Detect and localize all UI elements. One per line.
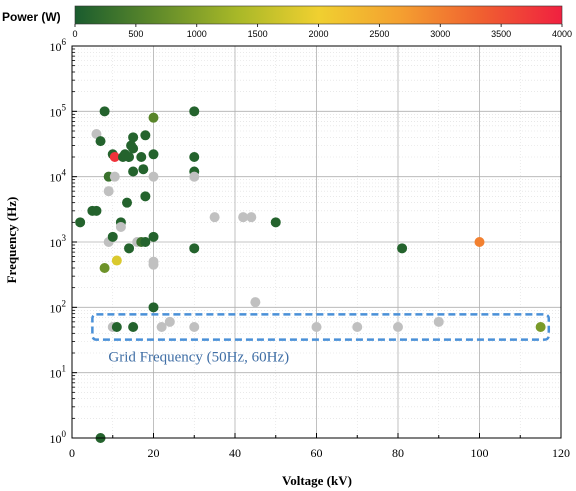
x-axis-title: Voltage (kV) xyxy=(282,473,352,488)
colorbar-title: Power (W) xyxy=(2,10,61,24)
x-tick-label: 60 xyxy=(311,446,323,460)
colorbar-tick-label: 3000 xyxy=(430,29,450,39)
data-point xyxy=(111,322,122,333)
colorbar-tick-label: 0 xyxy=(72,29,77,39)
colorbar-tick-label: 3500 xyxy=(491,29,511,39)
data-point xyxy=(128,132,139,143)
data-point xyxy=(164,316,175,327)
data-point xyxy=(393,322,403,333)
x-tick-label: 80 xyxy=(392,446,404,460)
plot-area: Grid Frequency (50Hz, 60Hz) 0 20 40 60 80 100… xyxy=(50,37,571,460)
data-point xyxy=(189,322,200,333)
x-tick-label: 100 xyxy=(471,446,489,460)
data-point xyxy=(189,151,200,162)
data-point xyxy=(140,237,151,247)
data-point xyxy=(209,212,220,223)
data-point xyxy=(95,136,106,147)
colorbar-tick-label: 1000 xyxy=(187,29,207,39)
data-point xyxy=(270,217,281,228)
y-tick-label: 102 xyxy=(50,298,67,315)
data-point xyxy=(148,149,159,160)
data-points xyxy=(75,106,546,443)
data-point xyxy=(124,151,135,162)
data-point xyxy=(75,217,86,228)
data-point xyxy=(109,171,120,182)
colorbar-tick-label: 4000 xyxy=(552,29,572,39)
y-axis-ticks: 100 101 102 103 104 105 106 xyxy=(50,37,77,446)
data-point xyxy=(138,164,149,175)
x-tick-label: 40 xyxy=(229,446,241,460)
data-point xyxy=(189,243,200,254)
data-point xyxy=(99,262,110,273)
data-point xyxy=(111,255,122,266)
data-point xyxy=(115,221,126,232)
data-point xyxy=(128,166,139,177)
colorbar-tick-label: 2000 xyxy=(308,29,328,39)
colorbar-gradient xyxy=(74,5,563,25)
colorbar-tick-label: 1500 xyxy=(248,29,268,39)
data-point xyxy=(189,171,200,182)
data-point xyxy=(238,212,249,223)
grid-frequency-label: Grid Frequency (50Hz, 60Hz) xyxy=(108,350,289,366)
data-point xyxy=(250,297,261,308)
y-tick-label: 103 xyxy=(50,233,67,250)
grid-frequency-box xyxy=(91,313,551,341)
data-point xyxy=(246,212,257,223)
colorbar: Power (W) 0 500 1000 1500 2000 2500 3000 3500 40… xyxy=(2,5,572,39)
data-point xyxy=(140,130,151,141)
data-point xyxy=(311,322,322,333)
x-tick-label: 120 xyxy=(552,446,570,460)
data-point xyxy=(535,322,546,333)
data-point xyxy=(128,322,139,333)
data-point xyxy=(397,243,408,254)
colorbar-ticks: 0 500 1000 1500 2000 2500 3000 3500 4000 xyxy=(72,24,572,39)
data-point xyxy=(148,302,159,313)
data-point xyxy=(156,322,167,333)
data-point xyxy=(148,231,159,242)
x-tick-label: 0 xyxy=(69,446,75,460)
data-point xyxy=(148,112,159,123)
data-point xyxy=(107,231,118,242)
y-tick-label: 104 xyxy=(50,168,67,185)
data-point xyxy=(136,151,147,162)
y-tick-label: 106 xyxy=(50,37,67,54)
data-point xyxy=(433,316,444,327)
colorbar-tick-label: 2500 xyxy=(369,29,389,39)
data-point xyxy=(103,186,114,197)
data-point xyxy=(128,143,139,154)
data-point xyxy=(140,191,151,202)
x-axis-ticks: 0 20 40 60 80 100 120 xyxy=(69,433,570,460)
data-point xyxy=(124,243,135,254)
y-tick-label: 101 xyxy=(50,364,67,381)
x-tick-label: 20 xyxy=(148,446,160,460)
data-point xyxy=(189,106,200,117)
data-point xyxy=(122,197,133,208)
data-point xyxy=(99,106,110,117)
y-tick-label: 105 xyxy=(50,102,67,119)
colorbar-tick-label: 500 xyxy=(128,29,143,39)
data-point xyxy=(352,322,363,333)
data-point xyxy=(148,171,159,182)
data-point xyxy=(148,259,159,270)
data-point xyxy=(91,205,102,216)
y-axis-title: Frequency (Hz) xyxy=(4,197,19,284)
y-tick-label: 100 xyxy=(50,429,67,446)
data-point xyxy=(474,237,485,247)
data-point xyxy=(109,151,120,162)
